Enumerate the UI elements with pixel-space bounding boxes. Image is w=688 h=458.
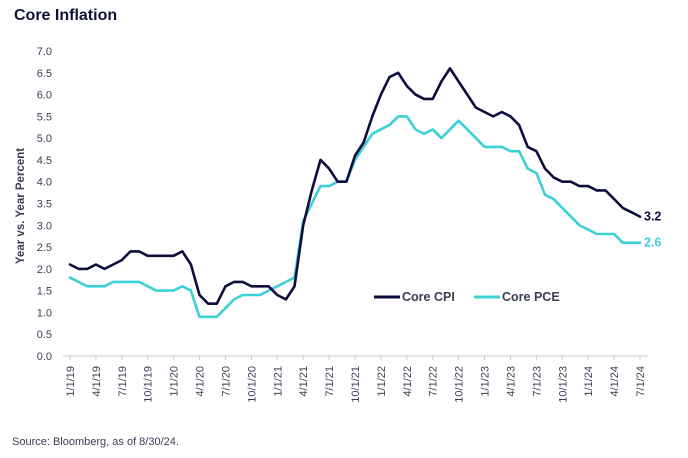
end-labels: 3.2 2.6 <box>644 210 661 250</box>
y-axis-label-group: Year vs. Year Percent <box>15 148 27 264</box>
y-tick-label: 6.5 <box>37 68 52 80</box>
y-tick-label: 0.0 <box>37 351 52 363</box>
y-axis-ticks: 7.0 6.5 6.0 5.5 5.0 4.5 4.0 3.5 3.0 2.5 2.0 1.5 1.0 0… <box>37 46 52 363</box>
y-tick-label: 3.0 <box>37 220 52 232</box>
y-tick-label: 5.0 <box>37 133 52 145</box>
legend: Core CPI Core PCE <box>374 290 560 304</box>
y-tick-label: 2.5 <box>37 242 52 254</box>
y-tick-label: 0.5 <box>37 329 52 341</box>
series-lines <box>68 67 642 319</box>
x-tick-label: 7/1/23 <box>531 366 543 397</box>
x-tick-label: 10/1/21 <box>350 366 362 403</box>
y-tick-label: 1.5 <box>37 286 52 298</box>
x-tick-label: 4/1/24 <box>609 366 621 397</box>
x-tick-label: 7/1/20 <box>220 366 232 397</box>
x-tick-label: 10/1/22 <box>454 366 466 403</box>
core-pce-line <box>68 115 642 319</box>
y-tick-label: 4.5 <box>37 155 52 167</box>
x-tick-label: 10/1/20 <box>246 366 258 403</box>
x-tick-label: 10/1/23 <box>557 366 569 403</box>
x-tick-label: 7/1/21 <box>324 366 336 397</box>
x-axis-ticks: 1/1/19 4/1/19 7/1/19 10/1/19 1/1/20 4/1/20 7/1… <box>65 356 647 403</box>
y-tick-label: 7.0 <box>37 46 52 58</box>
core-pce-end-label: 2.6 <box>644 236 661 250</box>
y-tick-label: 1.0 <box>37 307 52 319</box>
chart-title: Core Inflation <box>14 7 118 24</box>
core-cpi-line <box>68 67 642 306</box>
y-axis-label: Year vs. Year Percent <box>15 148 27 264</box>
x-tick-label: 7/1/22 <box>428 366 440 397</box>
core-cpi-end-label: 3.2 <box>644 210 661 224</box>
x-tick-label: 1/1/19 <box>65 366 77 397</box>
x-tick-label: 1/1/21 <box>272 366 284 397</box>
x-tick-label: 7/1/19 <box>117 366 129 397</box>
x-tick-label: 1/1/23 <box>480 366 492 397</box>
x-tick-label: 1/1/24 <box>583 366 595 397</box>
x-tick-label: 4/1/20 <box>195 366 207 397</box>
x-tick-label: 4/1/23 <box>505 366 517 397</box>
x-tick-label: 1/1/20 <box>169 366 181 397</box>
y-tick-label: 2.0 <box>37 264 52 276</box>
source-note: Source: Bloomberg, as of 8/30/24. <box>12 436 179 448</box>
x-tick-label: 4/1/22 <box>402 366 414 397</box>
y-tick-label: 3.5 <box>37 199 52 211</box>
x-tick-label: 1/1/22 <box>376 366 388 397</box>
x-tick-label: 4/1/21 <box>298 366 310 397</box>
x-tick-label: 7/1/24 <box>635 366 647 397</box>
core-pce-legend-label: Core PCE <box>502 290 560 304</box>
y-tick-label: 6.0 <box>37 90 52 102</box>
x-tick-label: 10/1/19 <box>143 366 155 403</box>
y-tick-label: 4.0 <box>37 177 52 189</box>
core-cpi-legend-label: Core CPI <box>402 290 455 304</box>
x-tick-label: 4/1/19 <box>91 366 103 397</box>
y-tick-label: 5.5 <box>37 111 52 123</box>
